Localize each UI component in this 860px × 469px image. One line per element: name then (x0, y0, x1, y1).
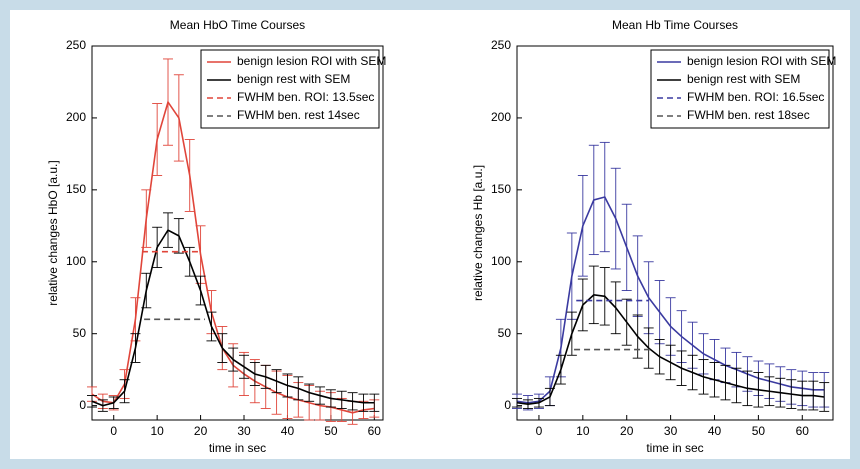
y-tick-label: 150 (66, 182, 86, 196)
chart-title: Mean HbO Time Courses (170, 18, 305, 32)
series-line (516, 196, 825, 404)
x-tick-label: 60 (368, 424, 382, 438)
x-tick-label: 0 (536, 424, 543, 438)
y-tick-label: 50 (73, 326, 87, 340)
y-tick-label: 150 (491, 182, 511, 196)
y-tick-label: 100 (66, 254, 86, 268)
y-tick-label: 0 (504, 398, 511, 412)
y-tick-label: 0 (79, 398, 86, 412)
legend-box (650, 49, 830, 129)
y-axis-label: relative changes HbO [a.u.] (46, 160, 60, 305)
x-tick-label: 0 (110, 424, 117, 438)
x-tick-label: 20 (620, 424, 634, 438)
x-axis-label: time in sec (209, 441, 266, 455)
y-axis-label: relative changes Hb [a.u.] (471, 165, 485, 301)
x-tick-label: 60 (796, 424, 810, 438)
y-tick-label: 200 (66, 110, 86, 124)
y-tick-label: 250 (491, 38, 511, 52)
legend-label: benign rest with SEM (687, 72, 800, 86)
y-tick-label: 200 (491, 110, 511, 124)
x-tick-label: 40 (281, 424, 295, 438)
legend-label: FWHM ben. ROI: 16.5sec (687, 90, 824, 104)
x-tick-label: 10 (576, 424, 590, 438)
x-tick-label: 40 (708, 424, 722, 438)
legend-label: benign lesion ROI with SEM (237, 54, 386, 68)
x-tick-label: 50 (324, 424, 338, 438)
legend-label: benign lesion ROI with SEM (687, 54, 836, 68)
y-tick-label: 50 (498, 326, 512, 340)
x-tick-label: 20 (194, 424, 208, 438)
legend-label: FWHM ben. ROI: 13.5sec (237, 90, 374, 104)
series-line (516, 294, 825, 405)
x-tick-label: 50 (752, 424, 766, 438)
legend-label: FWHM ben. rest 18sec (687, 108, 810, 122)
series-line (91, 229, 375, 407)
legend-box (200, 49, 380, 129)
legend-label: benign rest with SEM (237, 72, 350, 86)
x-tick-label: 10 (150, 424, 164, 438)
chart-title: Mean Hb Time Courses (612, 18, 738, 32)
legend-label: FWHM ben. rest 14sec (237, 108, 360, 122)
x-axis-label: time in sec (646, 441, 703, 455)
x-tick-label: 30 (237, 424, 251, 438)
y-tick-label: 250 (66, 38, 86, 52)
x-tick-label: 30 (664, 424, 678, 438)
y-tick-label: 100 (491, 254, 511, 268)
